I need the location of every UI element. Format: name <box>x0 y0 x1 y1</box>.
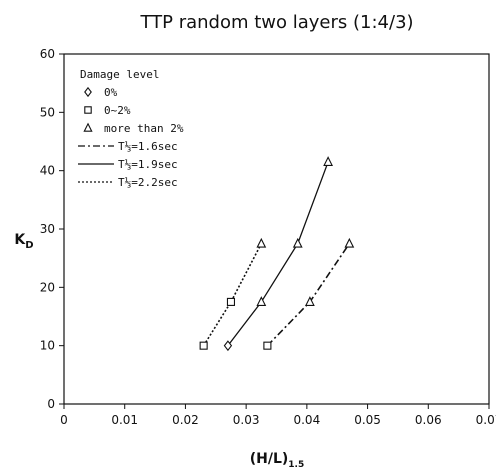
legend-label: T⅓=1.9sec <box>118 158 178 171</box>
triangle-marker <box>257 239 265 247</box>
diamond-marker <box>85 88 91 96</box>
x-tick-label: 0 <box>60 413 68 427</box>
square-marker <box>85 107 91 113</box>
triangle-marker <box>324 157 332 165</box>
triangle-marker <box>294 239 302 247</box>
svg-text:KD: KD <box>14 232 33 251</box>
y-tick-label: 50 <box>40 105 55 119</box>
legend-label: 0~2% <box>104 104 131 117</box>
x-tick-label: 0.02 <box>172 413 199 427</box>
legend: Damage level 0% 0~2% more than 2% T⅓=1.6sec… <box>78 68 184 189</box>
series-lines <box>204 162 350 346</box>
x-tick-label: 0.04 <box>293 413 320 427</box>
x-tick-label: 0.06 <box>415 413 442 427</box>
legend-label: 0% <box>104 86 118 99</box>
square-marker <box>264 342 271 349</box>
triangle-marker <box>84 124 91 131</box>
square-marker <box>200 342 207 349</box>
series-line <box>267 244 349 346</box>
x-tick-label: 0.03 <box>233 413 260 427</box>
series-line <box>228 162 328 346</box>
triangle-marker <box>345 239 353 247</box>
y-tick-label: 40 <box>40 164 55 178</box>
x-tick-label: 0.01 <box>111 413 138 427</box>
legend-title: Damage level <box>80 68 159 81</box>
y-tick-label: 10 <box>40 339 55 353</box>
series-line <box>204 244 262 346</box>
chart-title: TTP random two layers (1:4/3) <box>139 12 413 33</box>
x-tick-label: 0.07 <box>476 413 496 427</box>
y-tick-label: 0 <box>47 397 55 411</box>
legend-label: more than 2% <box>104 122 184 135</box>
square-marker <box>227 298 234 305</box>
legend-label: T⅓=1.6sec <box>118 140 178 153</box>
y-tick-label: 60 <box>40 47 55 61</box>
legend-label: T⅓=2.2sec <box>118 176 178 189</box>
y-tick-label: 20 <box>40 280 55 294</box>
svg-text:(H/L)1.5: (H/L)1.5 <box>250 451 305 470</box>
data-points <box>200 157 353 350</box>
y-axis-label: KD <box>14 232 33 251</box>
x-tick-label: 0.05 <box>354 413 381 427</box>
x-axis-label: (H/L)1.5 <box>250 451 305 470</box>
y-tick-label: 30 <box>40 222 55 236</box>
